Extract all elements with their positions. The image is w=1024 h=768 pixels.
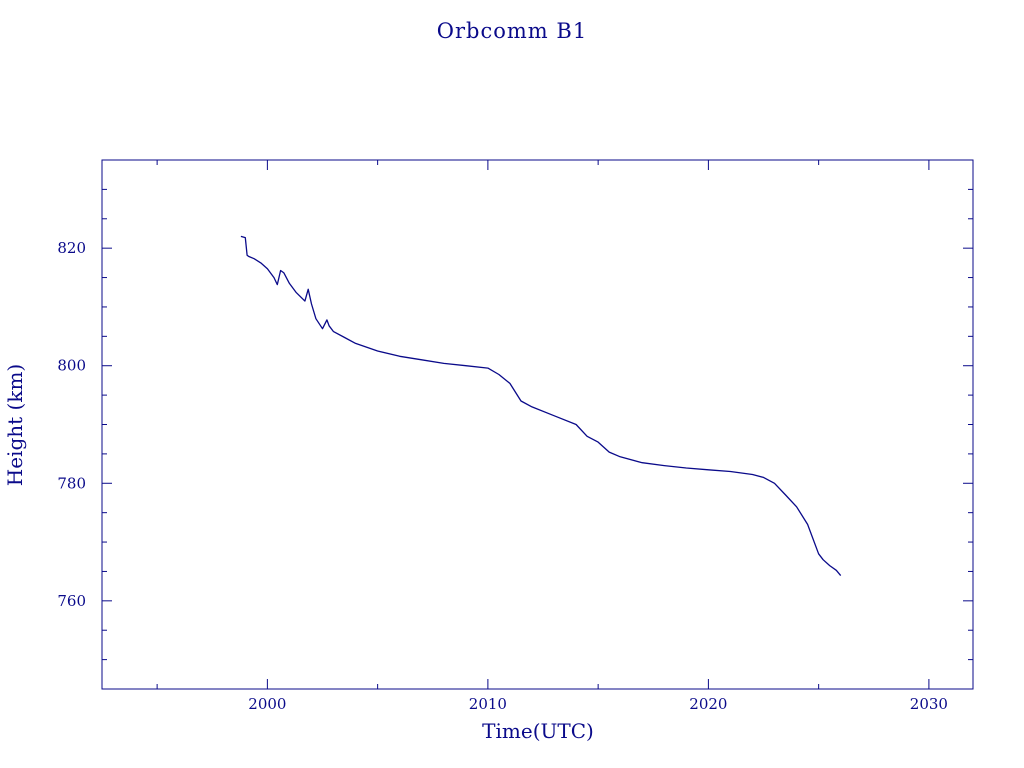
x-tick-label: 2020 [689,695,727,713]
chart-title: Orbcomm B1 [437,19,587,43]
x-axis: 2000 2010 2020 2030 [156,160,948,713]
plot-area [101,159,974,690]
y-tick-label: 760 [57,592,86,610]
x-tick-label: 2000 [248,695,286,713]
height-series-line [240,235,842,577]
y-tick-label: 820 [57,239,86,257]
y-axis: 760 780 800 820 [57,188,973,661]
y-axis-label: Height (km) [3,364,27,486]
x-tick-label: 2010 [469,695,507,713]
y-tick-label: 780 [57,474,86,492]
x-tick-label: 2030 [910,695,948,713]
y-tick-label: 800 [57,357,86,375]
plot-frame [101,159,974,690]
x-axis-label: Time(UTC) [482,719,594,743]
